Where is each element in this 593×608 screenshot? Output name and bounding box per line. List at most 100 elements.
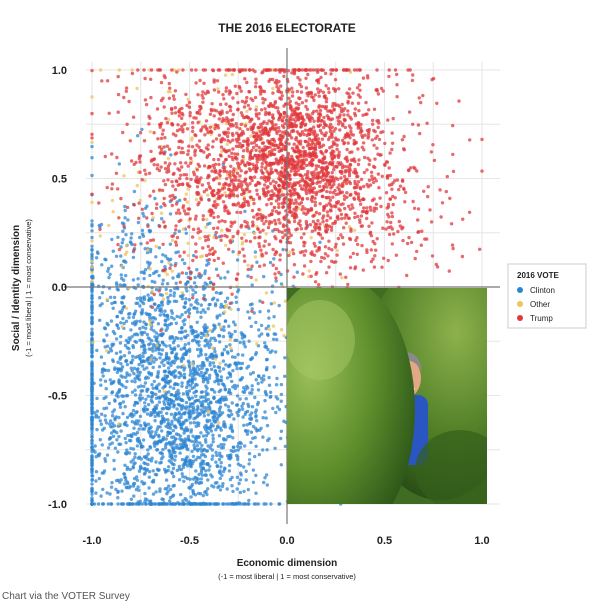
point-trump-sim <box>174 224 178 228</box>
point-clinton-sim <box>90 333 94 337</box>
point-trump-sim <box>273 105 278 110</box>
point-trump-sim <box>381 89 385 93</box>
point-clinton-sim <box>248 413 252 417</box>
point-clinton-sim <box>105 321 109 326</box>
point-trump-sim <box>216 273 220 278</box>
point-clinton-sim <box>131 447 136 451</box>
point-trump-sim <box>261 150 266 154</box>
point-clinton-sim <box>139 441 143 446</box>
point-clinton-sim <box>137 396 142 400</box>
point-trump-sim <box>277 270 281 275</box>
point-clinton-sim <box>279 436 283 441</box>
point-trump-sim <box>316 124 320 128</box>
point-clinton-sim <box>217 322 221 326</box>
point-clinton-sim <box>213 338 218 343</box>
point-trump-sim <box>122 95 126 100</box>
point-other-sim <box>164 291 169 296</box>
point-trump-sim <box>258 230 262 234</box>
point-clinton-sim <box>131 315 136 319</box>
point-trump-sim <box>224 194 229 198</box>
point-trump-sim <box>173 89 178 93</box>
point-trump-sim <box>370 118 375 123</box>
point-trump-sim <box>353 167 357 172</box>
point-clinton-sim <box>173 454 178 458</box>
point-clinton-sim <box>212 396 216 401</box>
point-trump-sim <box>246 267 250 272</box>
point-clinton-sim <box>152 356 157 360</box>
point-clinton-sim <box>90 244 94 248</box>
point-clinton-sim <box>169 309 174 313</box>
point-clinton-sim <box>258 299 262 303</box>
point-clinton-sim <box>205 263 209 267</box>
point-trump-sim <box>348 236 352 241</box>
point-trump-sim <box>309 159 314 163</box>
point-clinton-sim <box>219 378 224 383</box>
point-clinton-sim <box>193 446 197 450</box>
point-trump-sim <box>337 150 341 154</box>
point-trump-sim <box>217 220 221 224</box>
point-clinton-sim <box>237 481 241 486</box>
point-trump-sim <box>230 131 235 136</box>
point-trump-sim <box>258 130 262 134</box>
point-trump-sim <box>322 120 326 124</box>
point-clinton-sim <box>159 457 164 461</box>
point-trump-sim <box>192 170 196 174</box>
point-trump-sim <box>390 141 395 145</box>
point-trump-sim <box>199 176 203 180</box>
point-clinton-sim <box>140 502 144 506</box>
point-clinton-sim <box>219 412 223 417</box>
point-other-sim <box>204 225 208 229</box>
point-trump-sim <box>338 120 342 124</box>
point-trump-sim <box>236 161 240 165</box>
point-clinton-sim <box>158 487 162 491</box>
point-trump-sim <box>306 128 310 133</box>
point-clinton-sim <box>195 444 200 448</box>
point-trump-sim <box>231 234 235 239</box>
point-trump-sim <box>338 128 342 132</box>
point-clinton-sim <box>204 399 208 403</box>
point-trump-sim <box>116 110 120 114</box>
point-clinton-sim <box>132 189 137 194</box>
point-clinton-sim <box>185 476 190 481</box>
point-trump-sim <box>338 208 342 213</box>
point-clinton-sim <box>231 368 235 373</box>
point-clinton-sim <box>111 329 116 334</box>
point-trump-sim <box>90 136 94 140</box>
point-clinton-sim <box>208 342 213 347</box>
point-trump-sim <box>203 235 207 239</box>
point-clinton-sim <box>185 455 189 459</box>
point-clinton-sim <box>182 411 186 415</box>
point-clinton-sim <box>221 367 226 371</box>
point-clinton-sim <box>166 418 170 422</box>
point-clinton-sim <box>182 322 186 327</box>
point-clinton-sim <box>164 353 169 358</box>
point-trump-sim <box>364 100 368 105</box>
point-clinton-sim <box>90 222 94 227</box>
point-trump-sim <box>194 255 199 259</box>
point-trump-sim <box>246 127 250 131</box>
point-clinton-sim <box>157 351 161 356</box>
point-clinton-sim <box>112 424 117 428</box>
point-clinton-sim <box>90 219 94 223</box>
point-clinton-sim <box>206 487 210 491</box>
point-clinton-sim <box>246 310 250 314</box>
point-trump-sim <box>193 217 198 221</box>
point-trump-sim <box>273 186 277 190</box>
point-trump-sim <box>313 173 317 177</box>
point-trump-sim <box>252 135 256 139</box>
point-trump-sim <box>128 139 132 143</box>
point-trump-sim <box>314 210 319 215</box>
point-trump-sim <box>262 177 266 181</box>
point-clinton-sim <box>182 479 186 483</box>
point-trump-sim <box>252 215 256 219</box>
point-clinton-sim <box>99 412 104 416</box>
point-clinton-sim <box>242 390 247 395</box>
point-trump-sim <box>313 196 317 200</box>
point-clinton-sim <box>181 441 186 445</box>
point-clinton-sim <box>121 305 126 310</box>
point-clinton-sim <box>168 502 173 506</box>
point-trump-sim <box>235 186 239 190</box>
point-clinton-sim <box>219 276 223 280</box>
point-clinton-sim <box>172 450 176 455</box>
point-clinton-sim <box>141 354 145 359</box>
